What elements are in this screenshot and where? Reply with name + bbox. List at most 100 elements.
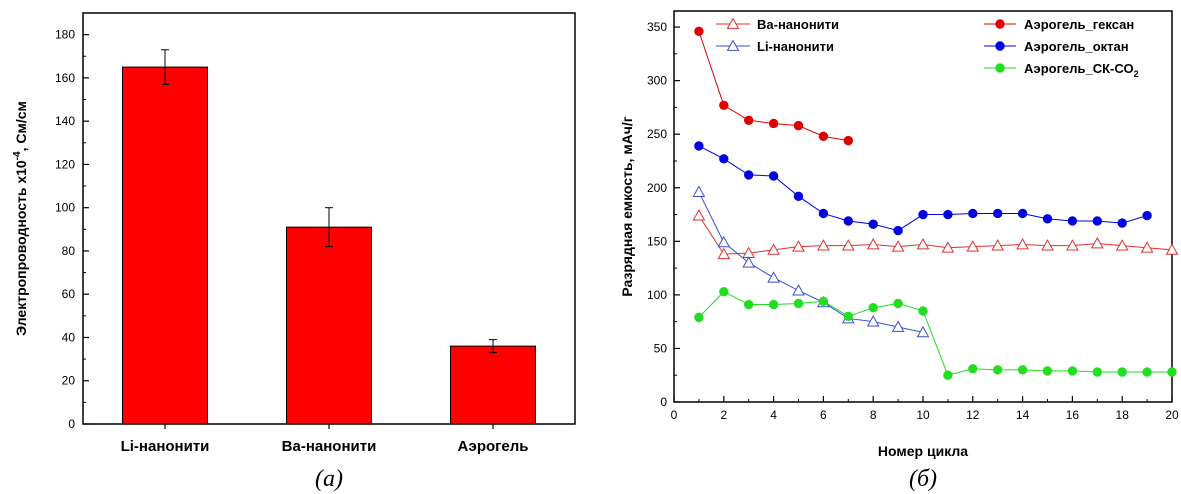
- data-point: [995, 63, 1005, 73]
- data-point: [993, 208, 1003, 219]
- x-category-label: Аэрогель: [458, 438, 529, 455]
- x-tick-label: 18: [1116, 408, 1130, 422]
- y-tick-label: 150: [647, 234, 667, 248]
- data-point: [918, 306, 928, 316]
- data-point: [793, 191, 804, 202]
- data-point: [916, 325, 930, 338]
- data-point: [1090, 236, 1104, 249]
- data-point: [767, 243, 780, 255]
- data-point: [1117, 367, 1127, 377]
- data-point: [991, 239, 1005, 251]
- x-tick-label: 6: [820, 408, 827, 422]
- data-point: [918, 209, 928, 220]
- x-tick-label: 4: [770, 408, 777, 422]
- data-point: [843, 216, 853, 226]
- x-tick-label: 16: [1066, 408, 1080, 422]
- data-point: [1067, 366, 1078, 376]
- data-point: [692, 209, 706, 221]
- y-axis-label: Разрядная емкость, мАч/г: [619, 116, 635, 296]
- data-point: [868, 219, 878, 229]
- data-point: [891, 240, 905, 252]
- legend-label: Аэрогель_СК-СО2: [1024, 61, 1139, 79]
- y-axis-label-exponent: -4: [12, 151, 23, 160]
- y-axis-label-main: Электропроводность х10: [13, 160, 29, 336]
- y-tick-label: 20: [62, 374, 76, 388]
- x-tick-label: 0: [671, 408, 678, 422]
- legend-label-main: Аэрогель_октан: [1024, 39, 1129, 54]
- x-tick-label: 14: [1016, 408, 1030, 422]
- bar-chart-conductivity: 0 20 40 60 80 100 120 140 160 180 Li-нанонити Ba-на…: [12, 12, 576, 492]
- data-point: [841, 239, 855, 251]
- data-point: [792, 240, 805, 252]
- data-point: [1066, 239, 1079, 251]
- y-tick-label: 80: [62, 244, 76, 258]
- data-point: [1117, 218, 1127, 228]
- data-point: [719, 154, 729, 164]
- data-point: [744, 299, 754, 310]
- y-tick-label: 100: [55, 201, 75, 215]
- data-point: [717, 247, 731, 260]
- data-point: [1016, 237, 1029, 250]
- legend-label-main: Аэрогель_СК-СО: [1024, 61, 1134, 76]
- data-point: [818, 296, 829, 307]
- y-tick-label: 0: [660, 395, 667, 409]
- data-point: [744, 170, 754, 180]
- data-point: [1165, 243, 1179, 255]
- legend-label-subscript: 2: [1134, 69, 1139, 79]
- data-point: [916, 237, 930, 250]
- data-point: [995, 19, 1005, 29]
- data-point: [866, 237, 880, 250]
- data-point: [694, 312, 704, 323]
- data-point: [1092, 216, 1103, 226]
- series: [694, 286, 1177, 380]
- series: [694, 26, 853, 146]
- data-point: [818, 208, 829, 219]
- series: [692, 209, 1179, 260]
- legend-label-main: Аэрогель_гексан: [1024, 17, 1134, 32]
- data-point: [1142, 367, 1152, 377]
- x-axis-label: Номер цикла: [878, 443, 968, 459]
- series-line: [698, 215, 1173, 255]
- y-axis-label: Электропроводность х10-4, См/см: [12, 101, 29, 336]
- data-point: [717, 235, 731, 248]
- x-tick-label: 10: [916, 408, 930, 422]
- data-point: [1167, 367, 1177, 377]
- data-point: [719, 286, 729, 297]
- data-point: [793, 120, 804, 131]
- data-point: [893, 225, 903, 236]
- series-line: [698, 191, 924, 333]
- data-point: [768, 118, 779, 129]
- y-tick-label: 160: [55, 71, 75, 85]
- data-point: [1041, 239, 1054, 251]
- series: [694, 141, 1152, 236]
- data-point: [767, 271, 780, 283]
- data-point: [941, 241, 955, 253]
- x-category-label: Ba-нанонити: [282, 438, 377, 455]
- legend: Ba-нанонити Li-нанонити Аэрогель_гексан Аэр…: [716, 17, 1139, 79]
- x-tick-label: 2: [720, 408, 727, 422]
- legend-label: Ba-нанонити: [757, 17, 839, 32]
- data-point: [793, 298, 804, 309]
- data-point: [692, 185, 706, 197]
- y-tick-label: 60: [62, 287, 76, 301]
- data-point: [768, 171, 779, 181]
- data-point: [968, 208, 978, 219]
- data-point: [893, 298, 903, 309]
- data-point: [1115, 239, 1129, 251]
- y-tick-label: 250: [647, 127, 667, 141]
- data-point: [1092, 367, 1103, 377]
- data-point: [866, 315, 880, 327]
- y-tick-label: 140: [55, 114, 75, 128]
- y-tick-label: 180: [55, 28, 75, 42]
- data-point: [995, 41, 1005, 51]
- data-point: [817, 239, 830, 251]
- y-tick-label: 200: [647, 181, 667, 195]
- data-point: [993, 365, 1003, 375]
- y-axis-label-unit: , См/см: [13, 101, 29, 151]
- legend-label: Аэрогель_октан: [1024, 39, 1129, 54]
- data-point: [1067, 216, 1078, 226]
- data-point: [943, 370, 953, 380]
- y-tick-label: 0: [68, 417, 75, 431]
- y-tick-label: 120: [55, 157, 75, 171]
- data-point: [744, 115, 754, 125]
